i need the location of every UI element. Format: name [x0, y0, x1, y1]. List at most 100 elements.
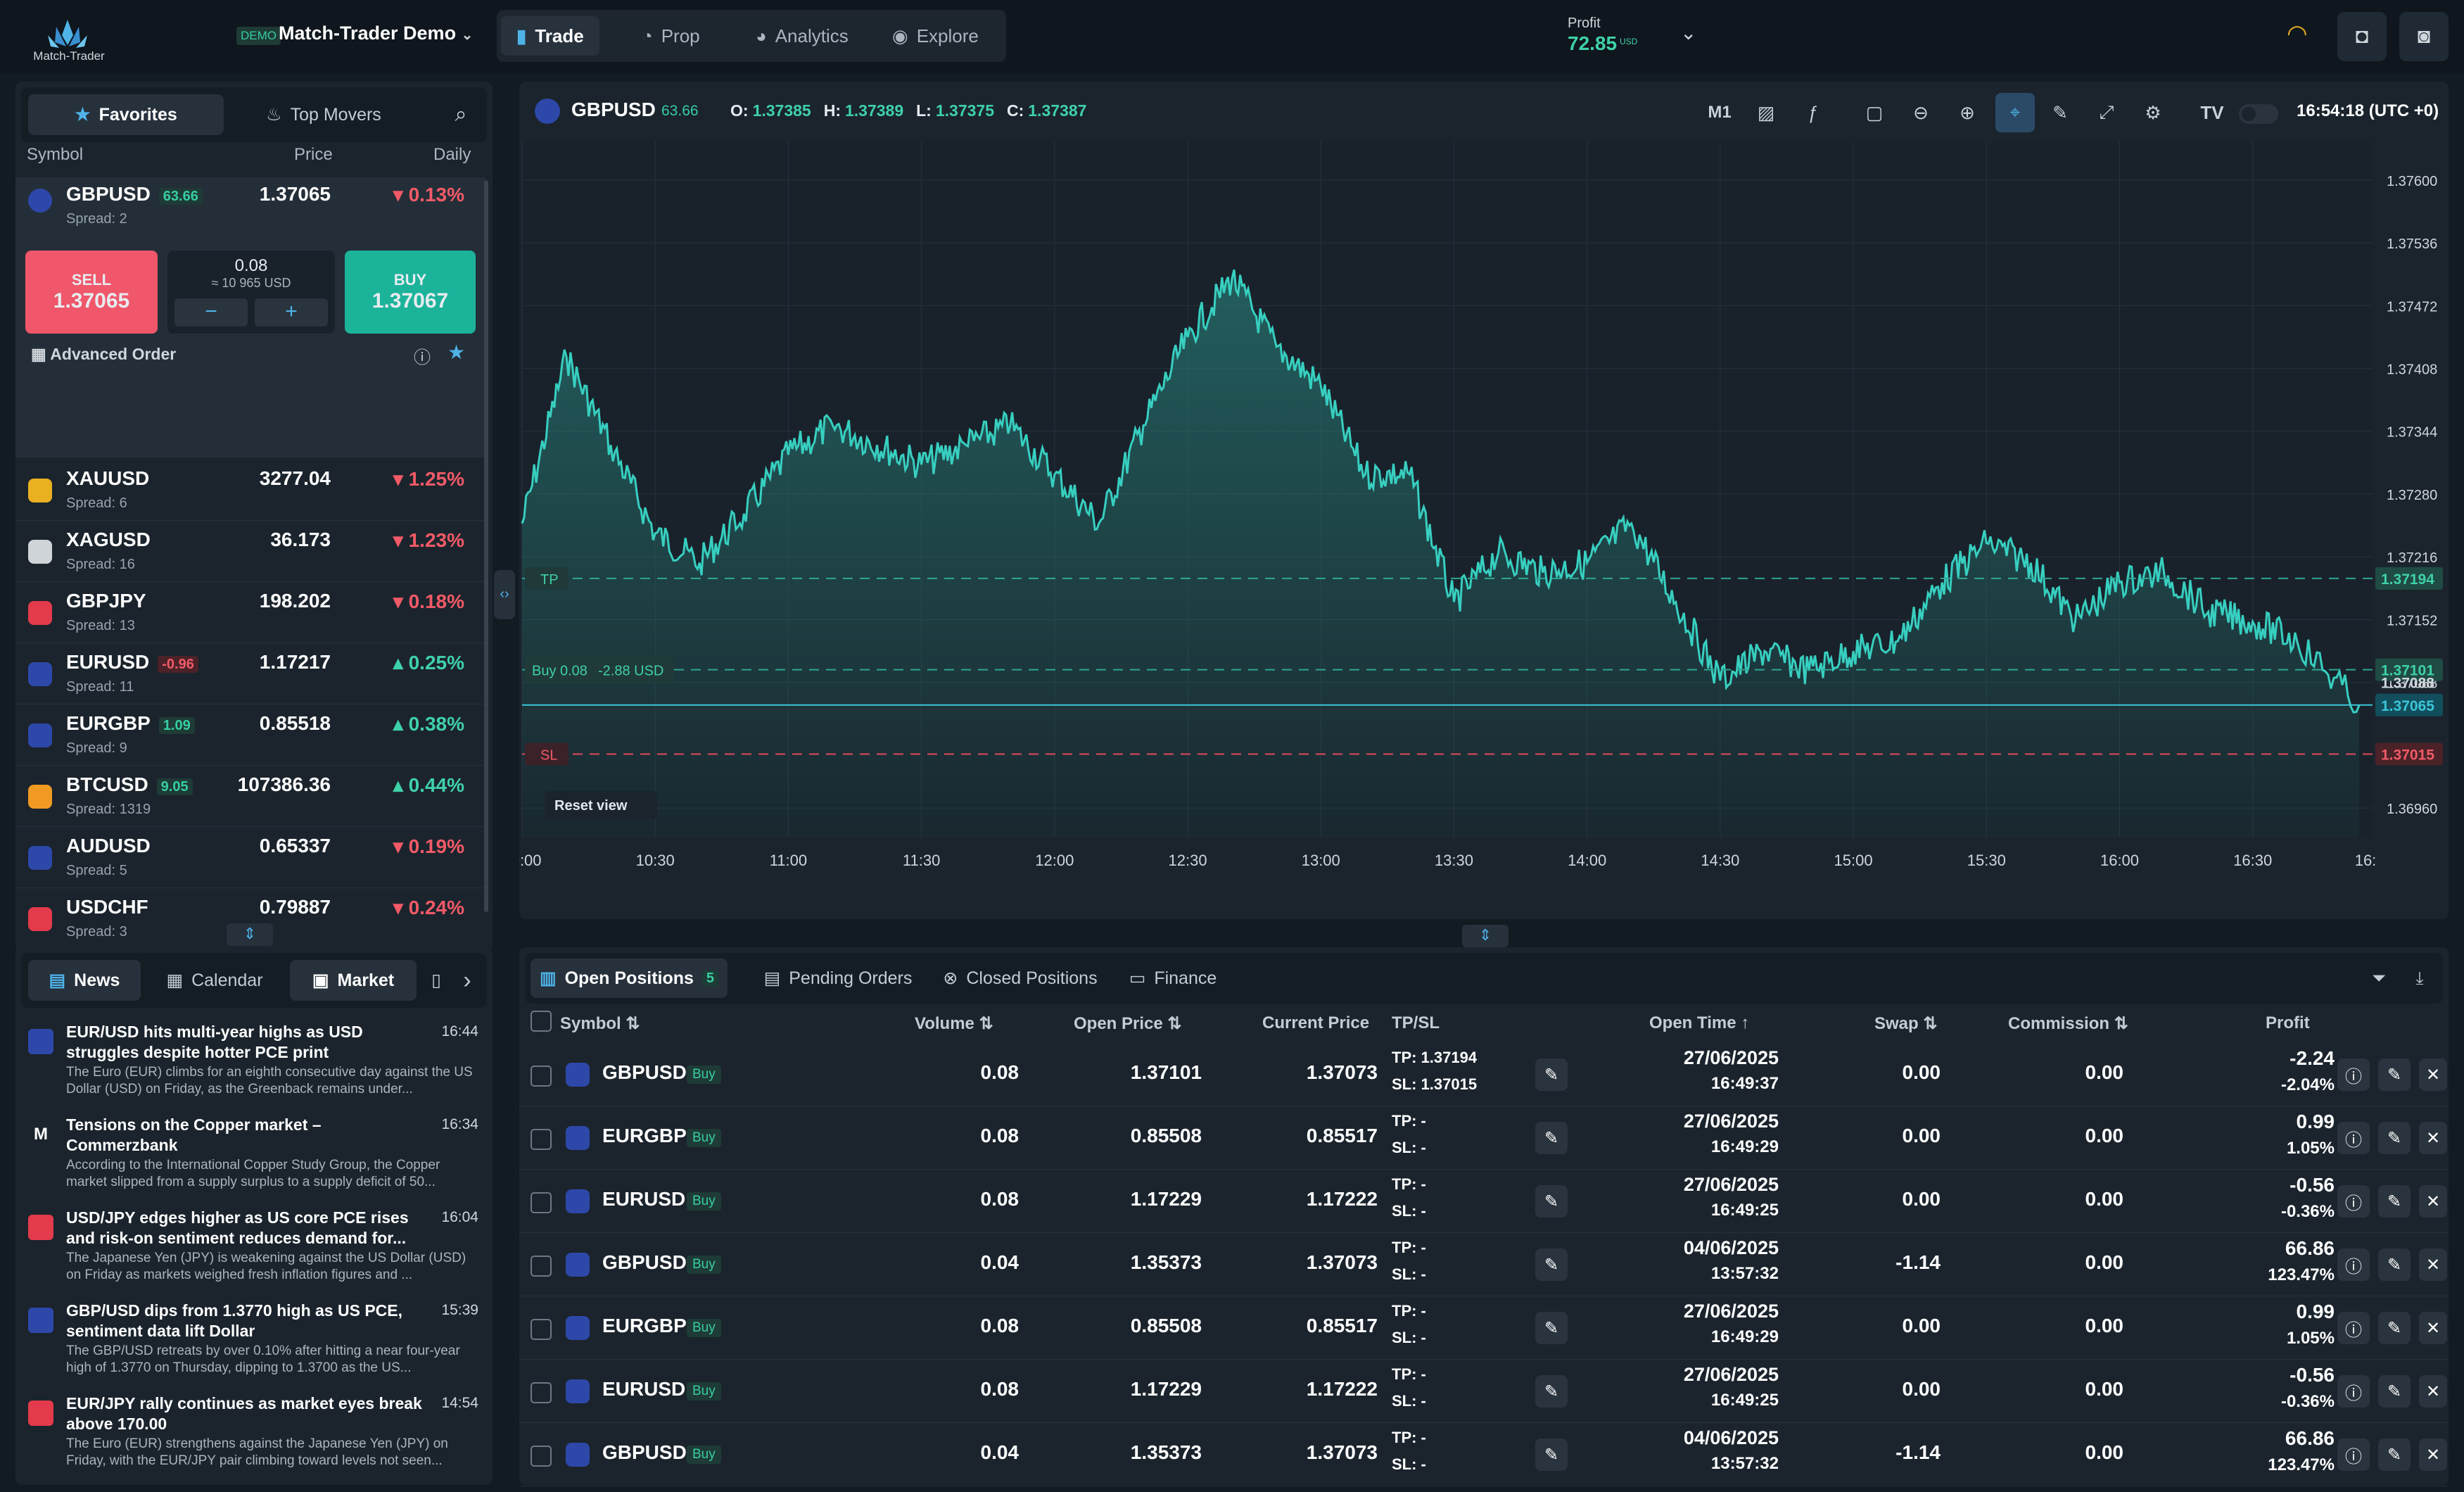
tab-closed-positions[interactable]: ⊗ Closed Positions	[936, 959, 1105, 998]
tab-pending-orders[interactable]: ▤ Pending Orders	[757, 959, 919, 998]
panel-collapse-handle[interactable]: ‹›	[494, 570, 515, 619]
edit-tpsl-button[interactable]: ✎	[1535, 1439, 1568, 1471]
indicators-icon[interactable]: ƒ	[1807, 101, 1818, 123]
position-row[interactable]: EURUSD Buy 0.08 1.17229 1.17222 TP: - SL…	[519, 1360, 2449, 1423]
watchlist-row[interactable]: XAGUSD Spread: 16 36.173 ▾ 1.23%	[15, 520, 485, 582]
close-position-button[interactable]: ✕	[2419, 1375, 2447, 1408]
watchlist-row[interactable]: EURGBP 1.09 Spread: 9 0.85518 ▴ 0.38%	[15, 704, 485, 766]
select-all-checkbox[interactable]	[531, 1011, 552, 1032]
tab-trade[interactable]: ▮ Trade	[501, 16, 599, 56]
resize-handle[interactable]: ⇕	[227, 923, 273, 946]
news-item[interactable]: USD/JPY edges higher as US core PCE rise…	[15, 1201, 493, 1294]
news-item[interactable]: GBP/USD dips from 1.3770 high as US PCE,…	[15, 1294, 493, 1386]
download-icon[interactable]: ⤓	[2415, 968, 2424, 988]
watchlist-row[interactable]: EURUSD -0.96 Spread: 11 1.17217 ▴ 0.25%	[15, 643, 485, 704]
edit-button[interactable]: ✎	[2378, 1058, 2411, 1091]
position-row[interactable]: GBPUSD Buy 0.04 1.35373 1.37073 TP: - SL…	[519, 1233, 2449, 1296]
info-button[interactable]: ⓘ	[2337, 1185, 2370, 1218]
col-commission[interactable]: Commission ⇅	[2008, 1014, 2128, 1033]
edit-button[interactable]: ✎	[2378, 1248, 2411, 1281]
position-row[interactable]: GBPUSD Buy 0.08 1.37101 1.37073 TP: 1.37…	[519, 1043, 2449, 1106]
sell-button[interactable]: SELL 1.37065	[25, 251, 158, 334]
row-checkbox[interactable]	[531, 1192, 552, 1213]
tab-analytics[interactable]: ◕ Analytics	[740, 16, 864, 56]
close-position-button[interactable]: ✕	[2419, 1185, 2447, 1218]
clipboard-icon[interactable]: ▯	[431, 971, 441, 990]
buy-button[interactable]: BUY 1.37067	[345, 251, 476, 334]
col-symbol[interactable]: Symbol ⇅	[560, 1014, 640, 1033]
tab-calendar[interactable]: ▦ Calendar	[148, 960, 281, 1001]
info-button[interactable]: ⓘ	[2337, 1375, 2370, 1408]
timeframe-button[interactable]: M1	[1708, 103, 1732, 122]
chart-resize-handle[interactable]: ⇕	[1462, 925, 1509, 947]
row-checkbox[interactable]	[531, 1129, 552, 1150]
advanced-order-toggle[interactable]: ▦ Advanced Order	[31, 345, 176, 364]
filter-icon[interactable]: ⏷	[2371, 968, 2386, 988]
chart-type-icon[interactable]: ▨	[1757, 101, 1775, 123]
close-position-button[interactable]: ✕	[2419, 1058, 2447, 1091]
crosshair-icon[interactable]: ⌖	[1995, 93, 2035, 132]
tab-top-movers[interactable]: ♨ Top Movers	[232, 94, 415, 135]
volume-input[interactable]: 0.08	[234, 256, 268, 275]
star-icon[interactable]: ★	[447, 341, 466, 363]
edit-tpsl-button[interactable]: ✎	[1535, 1375, 1568, 1408]
account-selector[interactable]: Match-Trader Demo ⌄	[279, 23, 473, 44]
col-open-time[interactable]: Open Time ↑	[1649, 1013, 1750, 1032]
col-open-price[interactable]: Open Price ⇅	[1074, 1014, 1182, 1033]
info-button[interactable]: ⓘ	[2337, 1058, 2370, 1091]
price-chart[interactable]: 10:00 10:30 11:00 11:30 12:00 12:30 13:00 13:30…	[519, 134, 2449, 919]
plus-button[interactable]: +	[255, 298, 328, 327]
info-button[interactable]: ⓘ	[2337, 1312, 2370, 1344]
edit-tpsl-button[interactable]: ✎	[1535, 1312, 1568, 1344]
news-item[interactable]: M Tensions on the Copper market – Commer…	[15, 1108, 493, 1201]
watchlist-row[interactable]: USDCHF Spread: 3 0.79887 ▾ 0.24%	[15, 887, 485, 949]
position-row[interactable]: EURUSD Buy 0.08 1.17229 1.17222 TP: - SL…	[519, 1170, 2449, 1233]
tab-news[interactable]: ▤ News	[28, 960, 141, 1001]
zoom-out-icon[interactable]: ⊖	[1913, 101, 1929, 123]
tab-market[interactable]: ▣ Market	[290, 960, 417, 1001]
row-checkbox[interactable]	[531, 1066, 552, 1087]
close-position-button[interactable]: ✕	[2419, 1439, 2447, 1471]
fullscreen-icon[interactable]: ⤢	[2099, 101, 2114, 122]
position-row[interactable]: EURGBP Buy 0.08 0.85508 0.85517 TP: - SL…	[519, 1296, 2449, 1360]
edit-tpsl-button[interactable]: ✎	[1535, 1058, 1568, 1091]
info-icon[interactable]: ⓘ	[414, 348, 431, 367]
reset-view-button[interactable]: Reset view	[554, 798, 628, 814]
zoom-in-icon[interactable]: ⊕	[1960, 101, 1975, 123]
tab-prop[interactable]: ◔ Prop	[626, 16, 716, 56]
tab-open-positions[interactable]: ▥ Open Positions 5	[531, 959, 728, 998]
watchlist-row[interactable]: AUDUSD Spread: 5 0.65337 ▾ 0.19%	[15, 826, 485, 888]
col-volume[interactable]: Volume ⇅	[915, 1014, 993, 1033]
tv-toggle[interactable]	[2239, 104, 2278, 124]
chart-symbol[interactable]: GBPUSD	[571, 99, 656, 120]
tab-finance[interactable]: ▭ Finance	[1120, 959, 1226, 998]
rectangle-icon[interactable]: ▢	[1865, 101, 1884, 123]
news-item[interactable]: EUR/JPY rally continues as market eyes b…	[15, 1386, 493, 1479]
minus-button[interactable]: −	[174, 298, 248, 327]
edit-tpsl-button[interactable]: ✎	[1535, 1248, 1568, 1281]
position-row[interactable]: EURGBP Buy 0.08 0.85508 0.85517 TP: - SL…	[519, 1106, 2449, 1170]
info-button[interactable]: ⓘ	[2337, 1439, 2370, 1471]
selected-symbol-name[interactable]: GBPUSD 63.66	[66, 183, 203, 206]
edit-button[interactable]: ✎	[2378, 1312, 2411, 1344]
close-position-button[interactable]: ✕	[2419, 1248, 2447, 1281]
gear-icon[interactable]: ⚙	[2145, 101, 2161, 123]
watchlist-row[interactable]: XAUUSD Spread: 6 3277.04 ▾ 1.25%	[15, 459, 485, 521]
profile-button[interactable]: ◙	[2399, 12, 2449, 61]
row-checkbox[interactable]	[531, 1319, 552, 1340]
row-checkbox[interactable]	[531, 1256, 552, 1277]
pencil-icon[interactable]: ✎	[2052, 101, 2068, 123]
position-row[interactable]: GBPUSD Buy 0.04 1.35373 1.37073 TP: - SL…	[519, 1423, 2449, 1486]
search-icon[interactable]: ⌕	[455, 103, 467, 126]
col-swap[interactable]: Swap ⇅	[1874, 1014, 1938, 1033]
row-checkbox[interactable]	[531, 1446, 552, 1467]
chevron-right-icon[interactable]: ›	[463, 966, 471, 994]
edit-button[interactable]: ✎	[2378, 1185, 2411, 1218]
tab-favorites[interactable]: ★ Favorites	[28, 94, 224, 135]
notifications-button[interactable]: ◘	[2337, 12, 2387, 61]
edit-button[interactable]: ✎	[2378, 1122, 2411, 1154]
close-position-button[interactable]: ✕	[2419, 1122, 2447, 1154]
row-checkbox[interactable]	[531, 1382, 552, 1403]
news-item[interactable]: EUR/USD hits multi-year highs as USD str…	[15, 1015, 493, 1108]
app-logo[interactable]: Match-Trader	[25, 14, 110, 63]
